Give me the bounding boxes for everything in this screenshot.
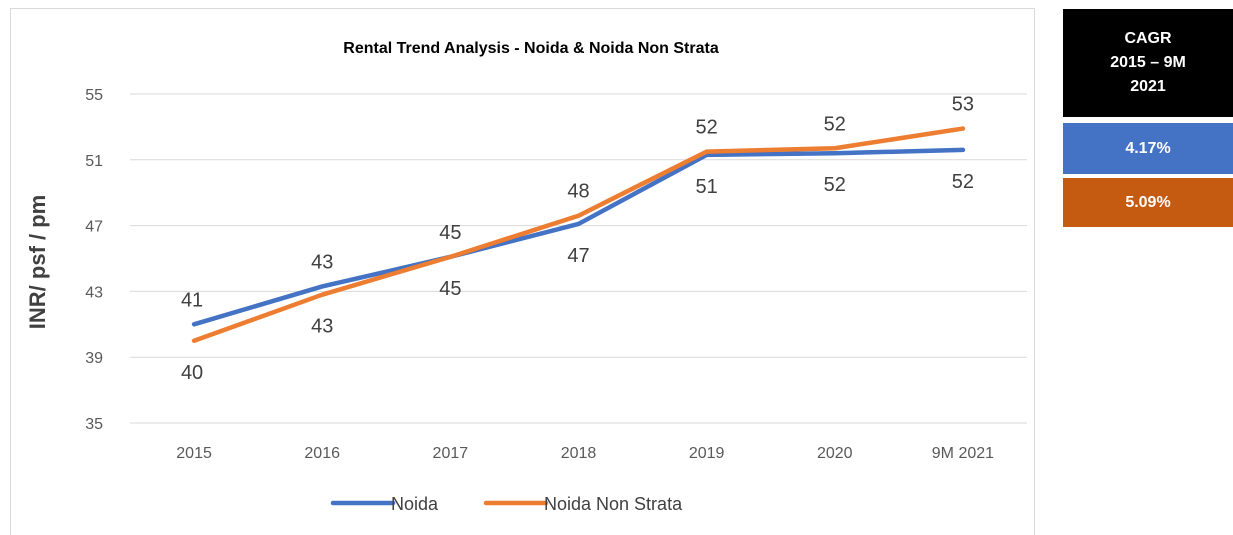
x-tick-label: 2018: [561, 445, 597, 462]
y-tick-label: 35: [85, 416, 103, 433]
chart-frame: [10, 8, 1035, 535]
y-tick-label: 51: [85, 153, 103, 170]
series-line-noida: [191, 147, 966, 327]
data-label-noida-non-strata: 52: [824, 113, 846, 135]
data-label-noida-non-strata: 53: [952, 94, 974, 116]
x-tick-label: 2020: [817, 445, 853, 462]
data-labels: 41 40 43 43 45 45 47 48 51 52 52 52 52 53: [181, 94, 974, 384]
legend-label-noida: Noida: [391, 494, 439, 514]
x-tick-label: 2017: [433, 445, 469, 462]
legend-label-noida-non-strata: Noida Non Strata: [544, 494, 683, 514]
y-tick-label: 39: [85, 350, 103, 367]
legend: Noida Noida Non Strata: [330, 494, 683, 514]
data-label-noida: 52: [952, 171, 974, 193]
y-tick-label: 55: [85, 87, 103, 104]
x-tick-labels: 2015 2016 2017 2018 2019 2020 9M 2021: [176, 445, 994, 462]
chart-title: Rental Trend Analysis - Noida & Noida No…: [343, 40, 719, 57]
data-label-noida-non-strata: 43: [311, 316, 333, 338]
cagr-noida-value: 4.17%: [1063, 123, 1233, 174]
cagr-header-line-2: 2015 – 9M: [1110, 54, 1186, 71]
data-label-noida: 47: [567, 245, 589, 267]
data-label-noida-non-strata: 45: [439, 278, 461, 300]
x-tick-label: 2015: [176, 445, 212, 462]
data-label-noida-non-strata: 52: [696, 117, 718, 139]
x-tick-label: 9M 2021: [932, 445, 994, 462]
cagr-header-line-3: 2021: [1130, 78, 1166, 95]
x-tick-label: 2016: [304, 445, 340, 462]
cagr-non-strata-text: 5.09%: [1125, 193, 1171, 211]
y-tick-label: 43: [85, 284, 103, 301]
data-label-noida: 52: [824, 174, 846, 196]
cagr-header: CAGR 2015 – 9M 2021: [1063, 9, 1233, 117]
y-tick-label: 47: [85, 219, 103, 236]
data-label-noida: 43: [311, 251, 333, 273]
data-label-noida-non-strata: 48: [567, 181, 589, 203]
series-lines: [191, 126, 966, 343]
cagr-header-line-1: CAGR: [1124, 30, 1172, 47]
data-label-noida: 45: [439, 222, 461, 244]
cagr-noida-text: 4.17%: [1125, 139, 1171, 157]
data-label-noida: 51: [696, 176, 718, 198]
data-label-noida: 41: [181, 289, 203, 311]
data-label-noida-non-strata: 40: [181, 362, 203, 384]
cagr-non-strata-value: 5.09%: [1063, 178, 1233, 227]
x-tick-label: 2019: [689, 445, 725, 462]
y-axis-label: INR/ psf / pm: [25, 195, 50, 329]
series-line-noida-non-strata: [191, 126, 966, 343]
y-tick-labels: 35 39 43 47 51 55: [85, 87, 103, 433]
